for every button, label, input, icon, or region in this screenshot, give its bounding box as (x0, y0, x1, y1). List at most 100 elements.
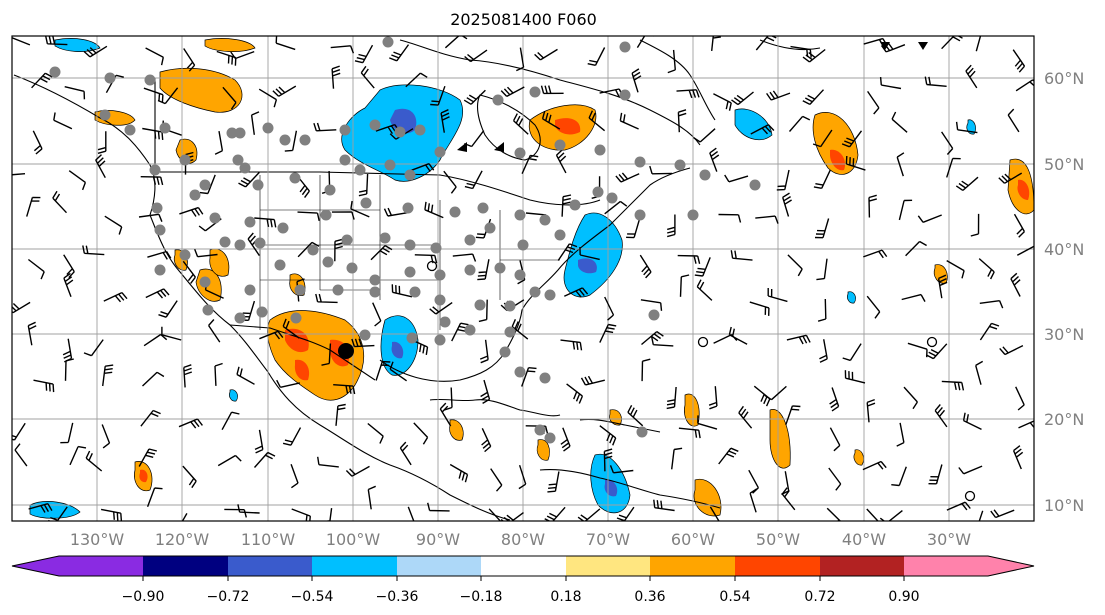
wind-barb (903, 386, 918, 410)
wind-barb (208, 319, 221, 343)
wind-barb (370, 244, 393, 261)
station-marker (464, 264, 476, 276)
station-marker (449, 206, 461, 218)
latitude-labels: 60°N 50°N 40°N 30°N 20°N 10°N (1044, 69, 1084, 515)
station-marker (477, 202, 489, 214)
wind-barb (937, 274, 948, 299)
wind-barb (178, 418, 203, 429)
wind-barb (31, 72, 53, 89)
negative-region (54, 38, 101, 52)
station-marker (554, 229, 566, 241)
colorbar-tick-label: −0.54 (291, 589, 334, 605)
wind-barb (64, 86, 86, 100)
wind-barb (718, 213, 742, 223)
wind-barb (867, 91, 880, 115)
wind-barb (97, 131, 107, 154)
wind-barb (138, 213, 163, 222)
coastline (399, 39, 701, 146)
wind-barb (588, 110, 606, 132)
wind-barb (604, 296, 615, 321)
station-marker (464, 324, 476, 336)
coastline (579, 418, 661, 433)
wind-barb (955, 176, 979, 191)
station-marker (369, 274, 381, 286)
wind-barb (284, 130, 298, 152)
wind-barb (217, 454, 242, 467)
positive-region (294, 359, 310, 381)
station-marker (494, 262, 506, 274)
wind-barb (730, 250, 753, 261)
wind-barb (335, 403, 346, 426)
station-marker (492, 94, 504, 106)
station-marker (404, 266, 416, 278)
wind-barb (1007, 108, 1020, 133)
station-marker (232, 154, 244, 166)
wind-barb (924, 76, 947, 87)
wind-barb (666, 386, 677, 410)
wind-barb (639, 254, 652, 279)
station-marker (384, 159, 396, 171)
positive-region (204, 38, 256, 52)
wind-barb (101, 424, 111, 449)
wind-barb (313, 122, 337, 132)
calm-marker (697, 336, 709, 348)
positive-region (830, 149, 846, 171)
station-marker (199, 276, 211, 288)
wind-barb (440, 109, 450, 133)
station-marker (324, 184, 336, 196)
station-marker (256, 306, 268, 318)
station-marker (529, 86, 541, 98)
wind-barb (786, 334, 811, 345)
wind-barb (367, 422, 384, 444)
station-marker (339, 154, 351, 166)
station-marker (209, 212, 221, 224)
wind-barb (500, 512, 524, 521)
wind-barb (214, 362, 223, 386)
wind-barb (372, 302, 382, 327)
wind-barb (464, 49, 488, 63)
wind-barb (410, 163, 435, 172)
wind-barb (247, 232, 260, 256)
negative-region (391, 341, 404, 359)
wind-barb (322, 508, 333, 521)
wind-barb (230, 50, 255, 60)
wind-barb (512, 113, 529, 135)
station-marker (159, 122, 171, 134)
wind-barb (464, 130, 485, 148)
wind-barb (103, 291, 128, 303)
map-field-layer (12, 36, 1034, 521)
wind-barb (331, 65, 341, 89)
negative-region (734, 108, 773, 141)
wind-barb (100, 508, 123, 521)
wind-barb (216, 50, 237, 66)
wind-barb (845, 155, 866, 171)
station-marker (202, 304, 214, 316)
wind-barb (222, 86, 237, 110)
wind-barb (275, 36, 296, 51)
wind-barb (962, 412, 982, 431)
wind-barb (814, 218, 830, 239)
wind-barb (1013, 213, 1026, 238)
station-marker (332, 284, 344, 296)
wind-barb (250, 111, 260, 135)
wind-barb (653, 499, 675, 512)
wind-barb (905, 240, 927, 257)
station-marker (104, 72, 116, 84)
wind-barb (709, 506, 720, 521)
wind-barb (816, 258, 828, 281)
station-marker (322, 256, 334, 268)
wind-barb (599, 425, 617, 446)
station-marker (619, 89, 631, 101)
wind-barb (678, 427, 701, 439)
wind-barb (753, 385, 771, 407)
station-marker (179, 249, 191, 261)
wind-barb (53, 112, 73, 130)
lat-label: 10°N (1044, 496, 1084, 515)
wind-barb (640, 299, 663, 311)
wind-barb (615, 172, 640, 183)
wind-barb (33, 379, 55, 393)
colorbar-segment (735, 556, 820, 576)
station-marker (179, 154, 191, 166)
wind-barb (518, 464, 527, 490)
wind-barb (781, 487, 796, 511)
